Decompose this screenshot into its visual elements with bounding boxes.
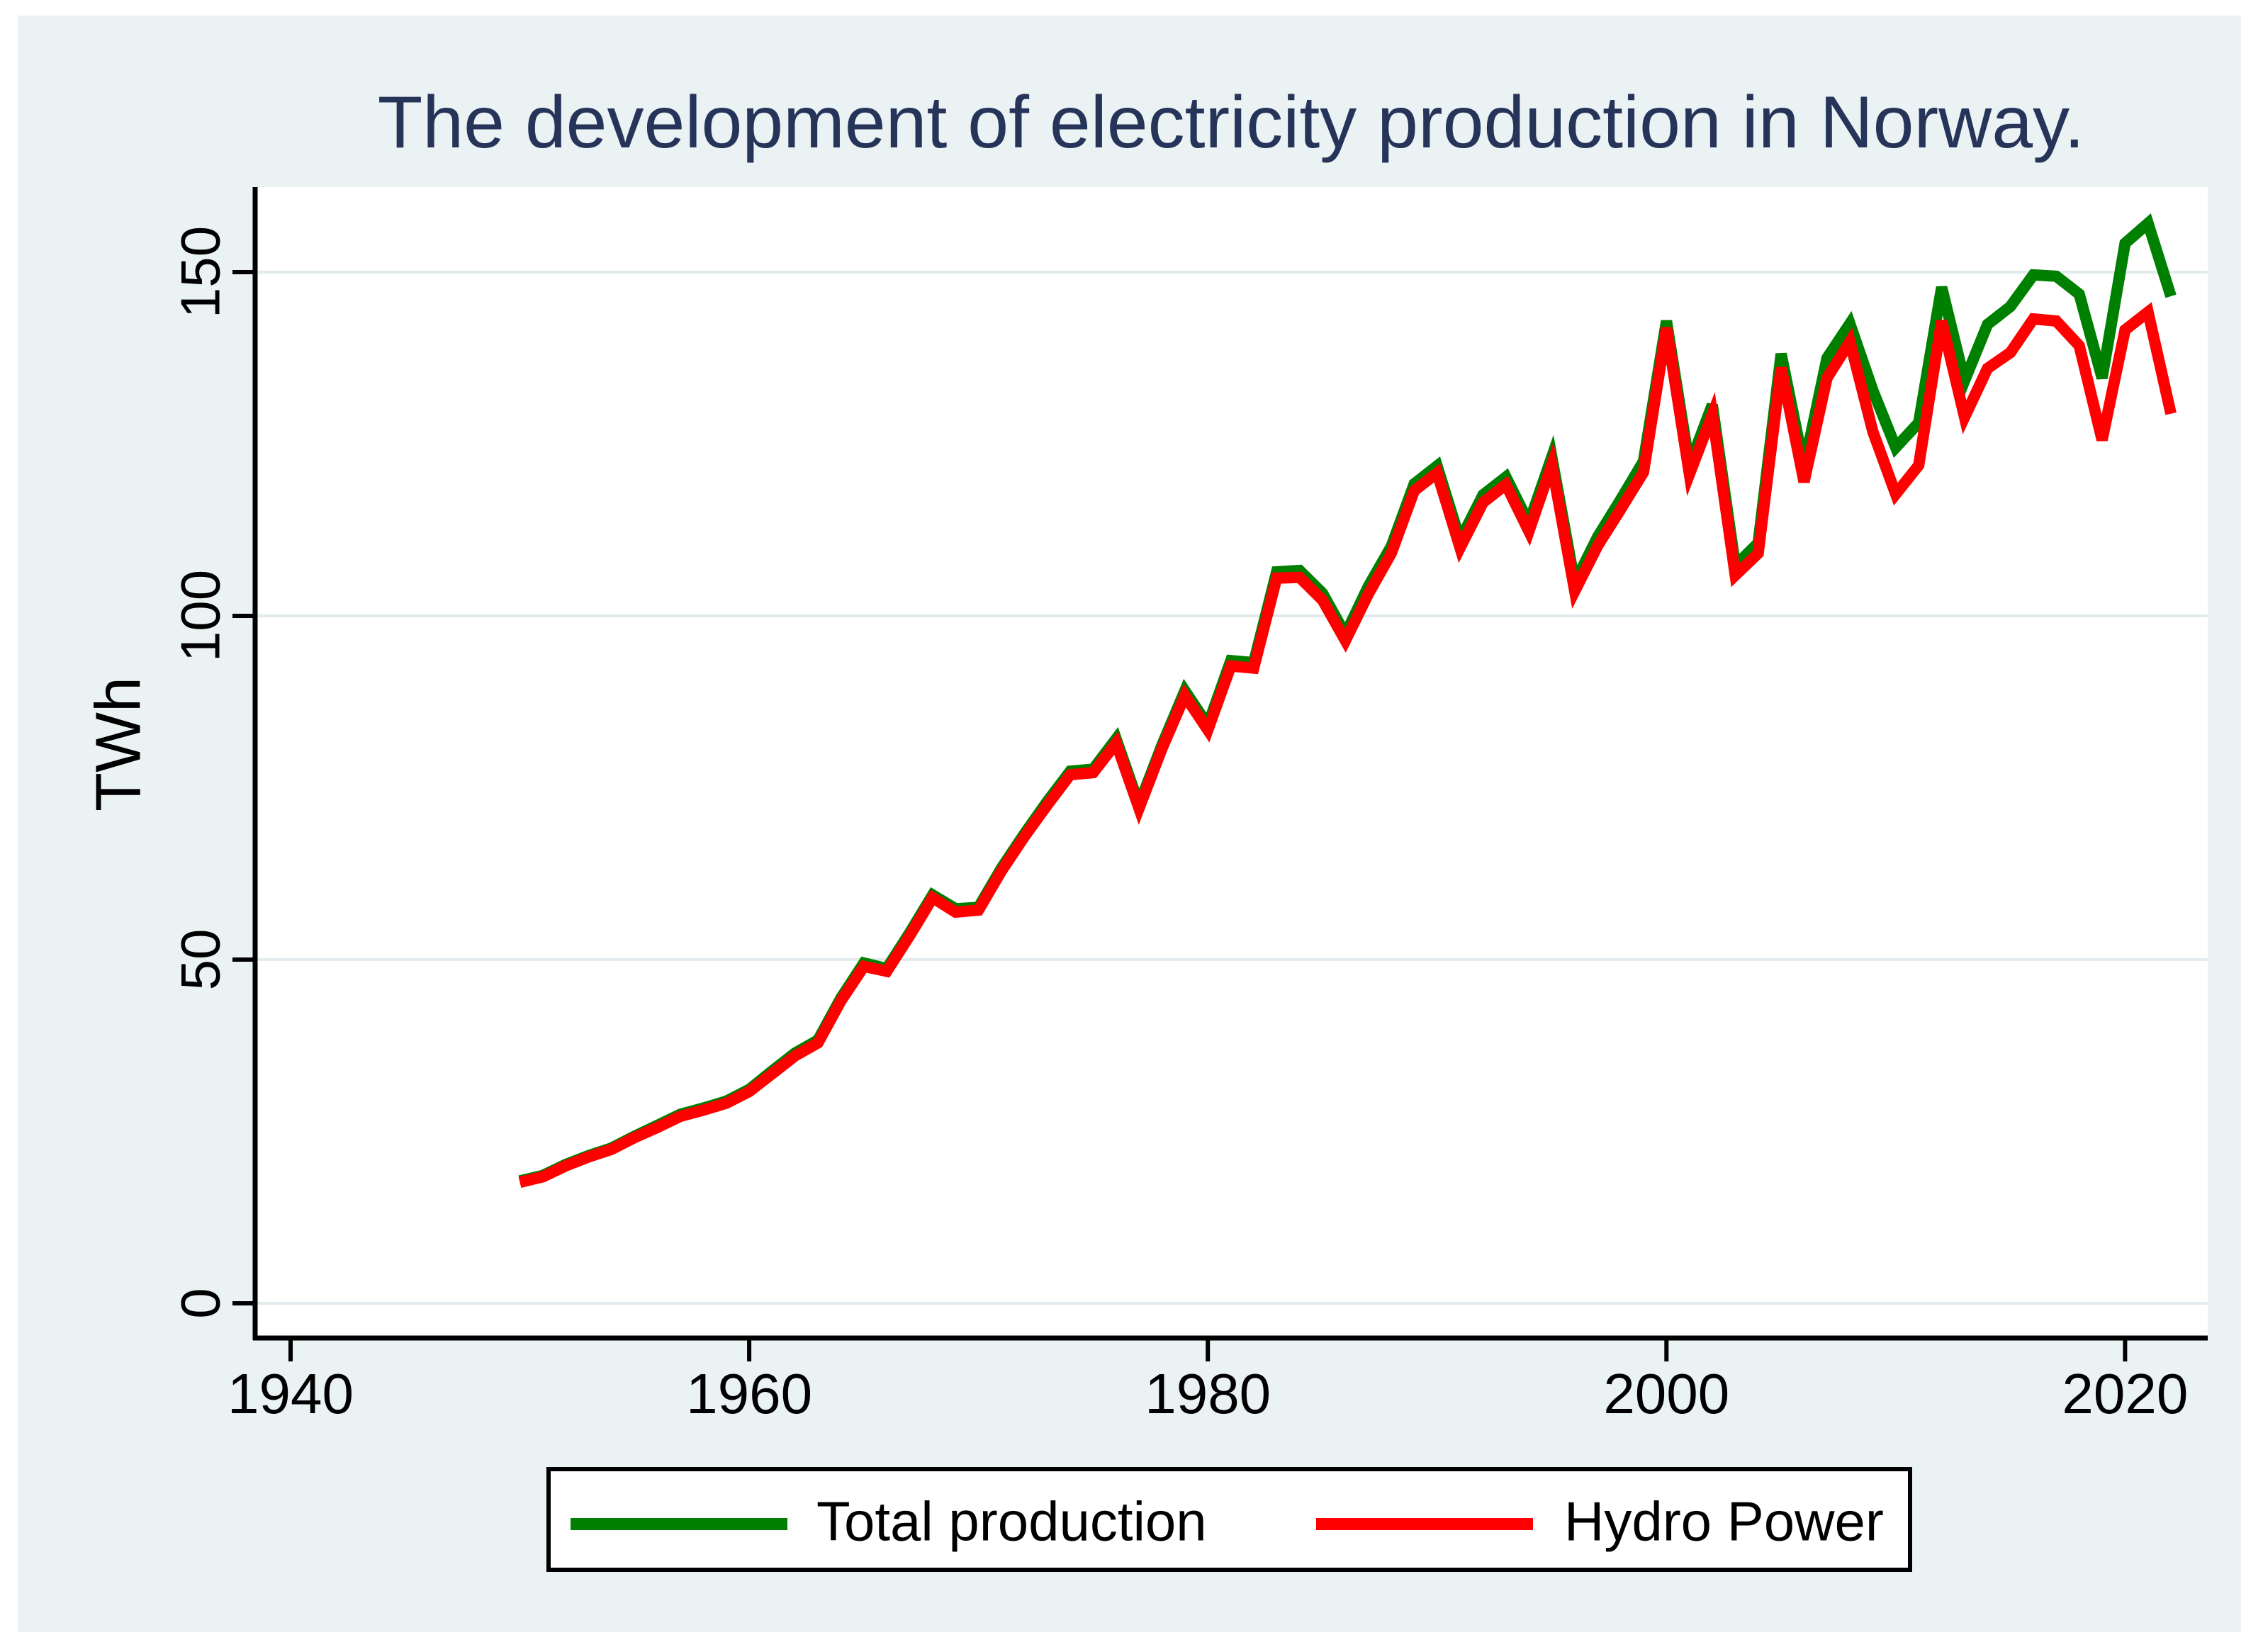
x-tick-label-1940: 1940 xyxy=(228,1362,354,1425)
plot-area-background xyxy=(255,187,2208,1338)
x-tick-label-2000: 2000 xyxy=(1603,1362,1730,1425)
y-tick-label-0: 0 xyxy=(169,1288,232,1319)
y-tick-label-50: 50 xyxy=(169,928,232,991)
x-tick-label-2020: 2020 xyxy=(2062,1362,2189,1425)
legend-label-total-production: Total production xyxy=(816,1490,1207,1553)
axes-and-ticks xyxy=(232,187,2208,1361)
x-tick-label-1960: 1960 xyxy=(686,1362,813,1425)
y-tick-label-100: 100 xyxy=(169,569,232,663)
chart-title: The development of electricity productio… xyxy=(377,82,2085,164)
legend-box: Total production Hydro Power xyxy=(546,1467,1912,1572)
legend-label-hydro-power: Hydro Power xyxy=(1564,1490,1884,1553)
legend-swatch-total-production xyxy=(571,1518,787,1530)
x-tick-label-1980: 1980 xyxy=(1145,1362,1271,1425)
series-line-hydro-power xyxy=(518,302,2177,1189)
y-axis-title: TWh xyxy=(83,677,155,811)
legend-swatch-hydro-power xyxy=(1316,1518,1533,1530)
graph-canvas: The development of electricity productio… xyxy=(18,16,2241,1632)
horizontal-gridlines xyxy=(257,271,2208,1305)
data-series-lines xyxy=(518,213,2177,1189)
chart-plot-svg xyxy=(232,187,2208,1361)
y-tick-label-150: 150 xyxy=(169,225,232,319)
